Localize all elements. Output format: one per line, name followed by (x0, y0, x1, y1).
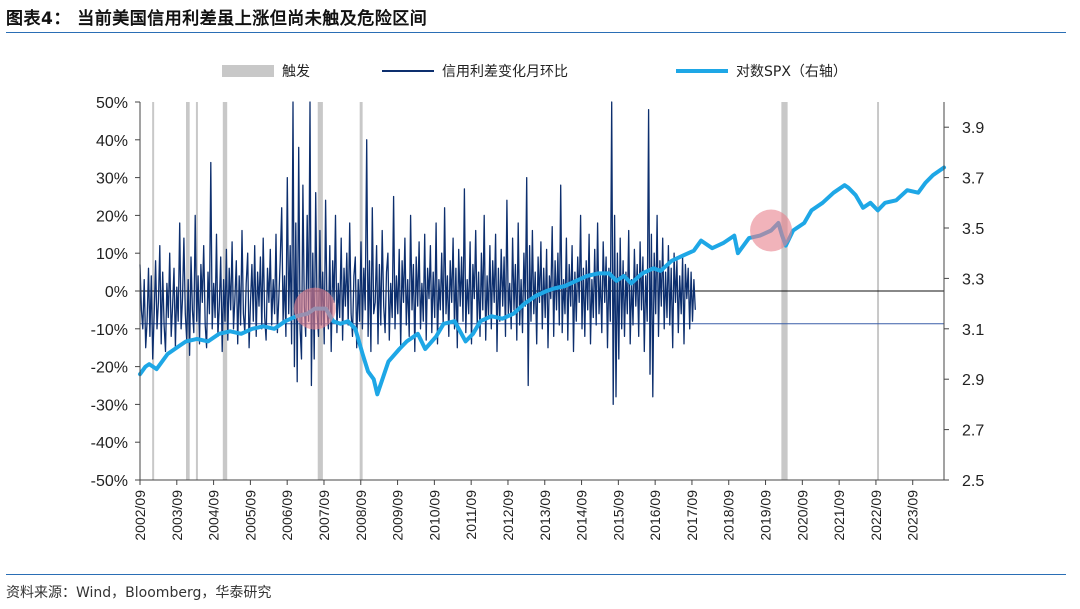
left-tick-label-8: -30% (91, 397, 128, 414)
x-tick-label-8: 2010/09 (426, 490, 442, 541)
x-tick-label-20: 2022/09 (868, 490, 884, 541)
x-tick-label-11: 2013/09 (537, 490, 553, 541)
spx-series (138, 165, 946, 397)
right-tick-label-4: 3.1 (962, 322, 984, 339)
right-tick-label-6: 2.7 (962, 423, 984, 440)
x-tick-label-17: 2019/09 (758, 490, 774, 541)
right-tick-label-0: 3.9 (962, 120, 984, 137)
x-tick-label-19: 2021/09 (831, 490, 847, 541)
danger-highlight-0 (293, 287, 336, 330)
left-tick-label-5: 0% (105, 284, 128, 301)
x-tick-label-18: 2020/09 (794, 490, 810, 541)
spx-line (138, 165, 946, 397)
x-tick-label-1: 2003/09 (169, 490, 185, 541)
x-tick-label-2: 2004/09 (206, 490, 222, 541)
x-tick-label-12: 2014/09 (574, 490, 590, 541)
x-tick-label-21: 2023/09 (905, 490, 921, 541)
left-tick-label-2: 30% (96, 171, 128, 188)
x-tick-label-4: 2006/09 (279, 490, 295, 541)
x-tick-label-10: 2012/09 (500, 490, 516, 541)
x-tick-label-5: 2007/09 (316, 490, 332, 541)
source-note: 资料来源：Wind，Bloomberg，华泰研究 (6, 585, 272, 601)
axes: 50% 40% 30% 20% 10% 0% -10% -20% -30% -40% -50% 3.9… (91, 95, 985, 541)
right-tick-label-5: 2.9 (962, 372, 984, 389)
title-rule (6, 32, 1066, 33)
left-tick-label-6: -10% (91, 322, 128, 339)
x-tick-label-7: 2009/09 (390, 490, 406, 541)
x-tick-label-14: 2016/09 (647, 490, 663, 541)
danger-highlight-1 (750, 209, 793, 252)
legend-label-trigger: 触发 (282, 64, 310, 80)
right-tick-label-3: 3.3 (962, 271, 984, 288)
left-tick-label-3: 20% (96, 208, 128, 225)
x-tick-label-0: 2002/09 (132, 490, 148, 541)
left-tick-label-4: 10% (96, 246, 128, 263)
x-tick-label-6: 2008/09 (353, 490, 369, 541)
legend-swatch-trigger (222, 65, 274, 77)
left-tick-label-1: 40% (96, 133, 128, 150)
source-rule (6, 574, 1066, 575)
x-tick-label-9: 2011/09 (463, 490, 479, 540)
legend: 触发 信用利差变化月环比 对数SPX（右轴） (222, 64, 847, 80)
left-tick-label-7: -20% (91, 360, 128, 377)
danger-highlights (293, 209, 793, 330)
left-tick-label-9: -40% (91, 435, 128, 452)
x-tick-label-3: 2005/09 (242, 490, 258, 541)
right-tick-label-7: 2.5 (962, 473, 984, 490)
left-tick-label-10: -50% (91, 473, 128, 490)
x-tick-label-16: 2018/09 (721, 490, 737, 541)
chart-title: 图表4： 当前美国信用利差虽上涨但尚未触及危险区间 (6, 9, 428, 29)
legend-label-spx: 对数SPX（右轴） (736, 64, 847, 80)
right-tick-label-1: 3.7 (962, 171, 984, 188)
right-tick-label-2: 3.5 (962, 221, 984, 238)
x-tick-label-13: 2015/09 (610, 490, 626, 541)
legend-label-spread: 信用利差变化月环比 (442, 64, 568, 80)
x-tick-label-15: 2017/09 (684, 490, 700, 541)
left-tick-label-0: 50% (96, 95, 128, 112)
